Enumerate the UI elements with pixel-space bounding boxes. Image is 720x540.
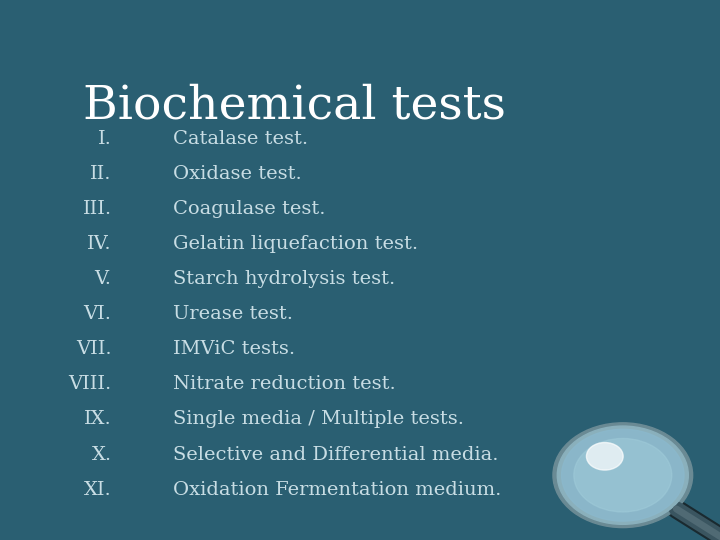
Text: XI.: XI. xyxy=(84,481,112,498)
Text: Oxidation Fermentation medium.: Oxidation Fermentation medium. xyxy=(173,481,501,498)
Text: V.: V. xyxy=(94,270,112,288)
Text: Selective and Differential media.: Selective and Differential media. xyxy=(173,446,498,463)
Text: VIII.: VIII. xyxy=(68,375,112,393)
Text: Biochemical tests: Biochemical tests xyxy=(83,84,505,129)
Text: II.: II. xyxy=(90,165,112,183)
Text: X.: X. xyxy=(91,446,112,463)
Circle shape xyxy=(586,443,623,470)
Circle shape xyxy=(557,426,688,524)
Text: Starch hydrolysis test.: Starch hydrolysis test. xyxy=(173,270,395,288)
Text: III.: III. xyxy=(83,200,112,218)
Text: Catalase test.: Catalase test. xyxy=(173,130,308,147)
Text: VII.: VII. xyxy=(76,340,112,358)
Text: Coagulase test.: Coagulase test. xyxy=(173,200,325,218)
Text: I.: I. xyxy=(98,130,112,147)
Circle shape xyxy=(553,423,693,528)
Text: Nitrate reduction test.: Nitrate reduction test. xyxy=(173,375,395,393)
Text: Urease test.: Urease test. xyxy=(173,305,293,323)
Circle shape xyxy=(574,438,672,512)
Text: Gelatin liquefaction test.: Gelatin liquefaction test. xyxy=(173,235,418,253)
Circle shape xyxy=(562,429,684,521)
Text: Oxidase test.: Oxidase test. xyxy=(173,165,302,183)
Text: VI.: VI. xyxy=(84,305,112,323)
Text: Single media / Multiple tests.: Single media / Multiple tests. xyxy=(173,410,464,428)
Text: IX.: IX. xyxy=(84,410,112,428)
Text: IV.: IV. xyxy=(87,235,112,253)
Text: IMViC tests.: IMViC tests. xyxy=(173,340,295,358)
